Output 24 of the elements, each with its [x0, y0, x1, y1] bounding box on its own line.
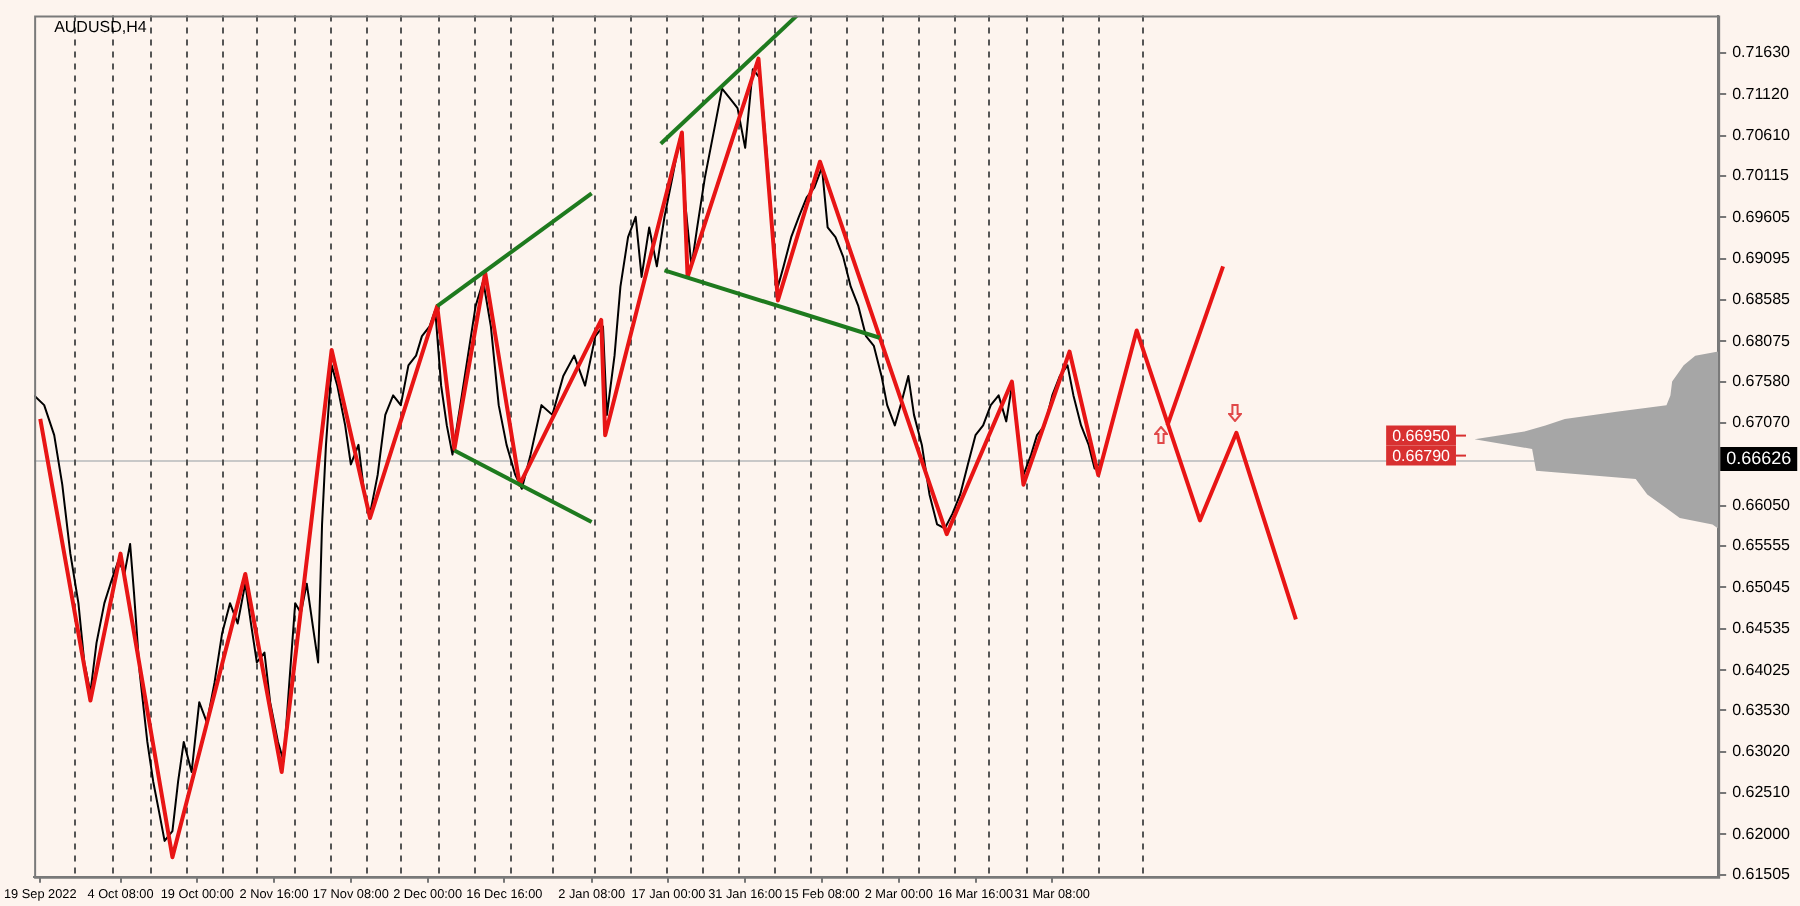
y-tick-label: 0.65555: [1732, 536, 1792, 555]
y-tick-label: 0.63020: [1732, 742, 1792, 761]
y-tick-label: 0.68075: [1732, 331, 1792, 350]
chart-title: AUDUSD,H4: [54, 18, 148, 37]
y-tick-label: 0.62510: [1732, 783, 1792, 802]
y-tick-label: 0.67580: [1732, 372, 1792, 391]
y-tick-label: 0.69605: [1732, 207, 1792, 226]
y-tick-label: 0.63530: [1732, 700, 1792, 719]
y-tick-label: 0.66050: [1732, 496, 1792, 515]
y-tick-label: 0.71630: [1732, 43, 1792, 62]
y-tick-label: 0.68585: [1732, 290, 1792, 309]
y-tick-label: 0.70610: [1732, 126, 1792, 145]
y-tick-label: 0.69095: [1732, 249, 1792, 268]
annotation: 0.66950: [1392, 427, 1452, 446]
y-tick-label: 0.65045: [1732, 577, 1792, 596]
y-tick-label: 0.64025: [1732, 660, 1792, 679]
y-tick-label: 0.62000: [1732, 824, 1792, 843]
annotation: 0.66790: [1392, 447, 1452, 466]
y-tick-label: 0.70115: [1732, 166, 1790, 185]
y-tick-label: 0.64535: [1732, 619, 1792, 638]
y-tick-label: 0.61505: [1732, 865, 1792, 884]
y-tick-label: 0.71120: [1732, 84, 1790, 103]
ref-line-label: 0.66626: [1726, 447, 1792, 468]
y-tick-label: 0.67070: [1732, 413, 1792, 432]
